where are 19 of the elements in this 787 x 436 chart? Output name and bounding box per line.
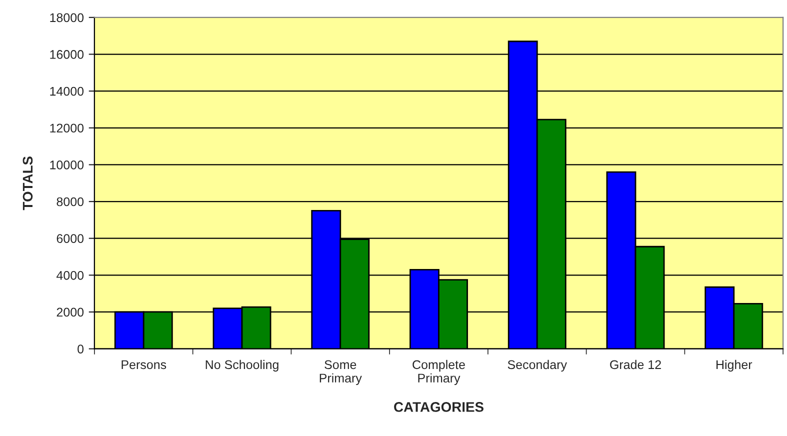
x-tick-label: Secondary [508, 360, 567, 372]
y-tick-label: 4000 [56, 270, 84, 280]
x-axis-title: CATAGORIES [394, 402, 484, 412]
x-tick-label: No Schooling [206, 360, 278, 372]
x-tick-label: Complete Primary [412, 360, 465, 386]
y-tick-label: 14000 [50, 86, 84, 96]
x-tick-label: Some Primary [320, 360, 362, 386]
y-tick-label: 12000 [50, 124, 84, 133]
y-tick-label: 8000 [56, 197, 84, 206]
x-tick-label: Grade 12 [610, 360, 661, 370]
y-tick-label: 10000 [50, 160, 84, 170]
y-axis-title: TOTALS [22, 156, 33, 210]
y-tick-label: 6000 [56, 234, 84, 243]
x-tick-label: Higher [716, 360, 752, 372]
y-tick-label: 2000 [56, 308, 84, 317]
y-tick-label: 0 [78, 344, 84, 354]
y-tick-label: 16000 [50, 50, 84, 59]
x-tick-label: Persons [122, 360, 166, 370]
y-tick-label: 18000 [50, 13, 84, 22]
